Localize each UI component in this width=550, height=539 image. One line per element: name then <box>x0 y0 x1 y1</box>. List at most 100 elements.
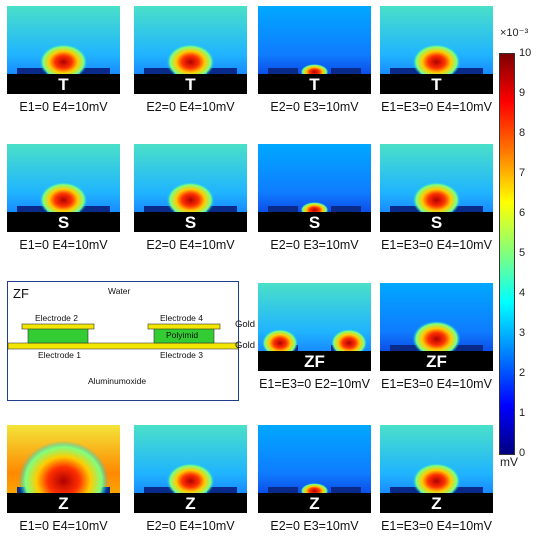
field-hotspot <box>39 44 88 80</box>
electrode-strip <box>207 206 237 212</box>
electrode2-label: Electrode 2 <box>35 313 78 323</box>
electrode-strip <box>144 206 174 212</box>
electrode1-label: Electrode 1 <box>38 350 81 360</box>
field-map-image: T <box>7 6 120 94</box>
panel-caption: E2=0 E3=10mV <box>270 100 359 114</box>
electrode-strip <box>144 487 174 493</box>
colorbar-tick-label: 0 <box>519 447 526 459</box>
field-map-panel: Z <box>7 425 120 513</box>
panel-label: S <box>431 213 442 232</box>
panel-caption: E1=0 E4=10mV <box>19 519 108 533</box>
colorbar-gradient <box>499 53 515 455</box>
substrate-bar <box>258 74 371 94</box>
substrate-bar <box>7 493 120 513</box>
polyimid-left <box>27 327 89 344</box>
panel-caption: E2=0 E4=10mV <box>146 238 235 252</box>
panel-caption: E1=E3=0 E4=10mV <box>381 238 492 252</box>
substrate-label: Aluminumoxide <box>88 376 147 386</box>
electrode2-gold <box>21 323 95 330</box>
panel-label: T <box>309 75 320 94</box>
field-map-image: S <box>258 144 371 232</box>
field-map-panel: S <box>7 144 120 232</box>
electrode3-label: Electrode 3 <box>160 350 203 360</box>
electrode-strip <box>453 345 483 351</box>
colorbar-exponent: ×10⁻³ <box>500 27 529 39</box>
panel-caption: E1=0 E4=10mV <box>19 238 108 252</box>
substrate-bar <box>380 212 493 232</box>
panel-label: ZF <box>426 352 447 371</box>
electrode-strip <box>390 487 420 493</box>
panel-label: Z <box>431 494 441 513</box>
electrode-strip <box>331 206 361 212</box>
panel-caption: E2=0 E3=10mV <box>270 519 359 533</box>
electrode-strip <box>331 487 361 493</box>
electrode-strip <box>453 68 483 74</box>
panel-label: S <box>309 213 320 232</box>
colorbar-tick-label: 4 <box>519 287 526 299</box>
field-hotspot <box>412 182 461 218</box>
field-map-panel: T <box>380 6 493 94</box>
field-map-panel: Z <box>258 425 371 513</box>
field-map-image: S <box>134 144 247 232</box>
electrode-strip <box>80 206 110 212</box>
field-hotspot <box>412 44 461 80</box>
electrode-strip <box>144 68 174 74</box>
field-hotspot <box>166 44 215 80</box>
field-map-image: T <box>258 6 371 94</box>
electrode-strip <box>207 487 237 493</box>
electrode-strip <box>390 206 420 212</box>
field-map-panel: S <box>258 144 371 232</box>
panel-caption: E2=0 E4=10mV <box>146 519 235 533</box>
electrode-strip <box>17 206 47 212</box>
substrate-layer <box>8 348 238 400</box>
panel-label: T <box>58 75 69 94</box>
colorbar-tick-label: 5 <box>519 247 526 259</box>
electrode-strip <box>331 68 361 74</box>
electrode-strip <box>17 68 47 74</box>
substrate-bar <box>134 493 247 513</box>
field-map-panel: Z <box>134 425 247 513</box>
field-map-image: T <box>134 6 247 94</box>
panel-caption: E1=E3=0 E4=10mV <box>381 100 492 114</box>
colorbar-tick-label: 2 <box>519 367 526 379</box>
electrode-strip <box>268 206 298 212</box>
substrate-bar <box>258 493 371 513</box>
panel-label: Z <box>309 494 319 513</box>
field-map-panel: S <box>380 144 493 232</box>
colorbar-tick-label: 9 <box>519 87 526 99</box>
field-map-panel: T <box>134 6 247 94</box>
panel-label: ZF <box>304 352 325 371</box>
electrode-strip <box>453 487 483 493</box>
substrate-bar <box>7 74 120 94</box>
electrode-strip <box>453 206 483 212</box>
substrate-bar <box>134 74 247 94</box>
substrate-bar <box>7 212 120 232</box>
field-map-image: ZF <box>380 283 493 371</box>
colorbar-tick-label: 3 <box>519 327 526 339</box>
field-map-image: S <box>7 144 120 232</box>
panel-caption: E1=0 E4=10mV <box>19 100 108 114</box>
electrode-strip <box>268 68 298 74</box>
schematic-title: ZF <box>13 286 29 301</box>
panel-label: T <box>431 75 442 94</box>
colorbar-unit: mV <box>500 455 518 469</box>
panel-caption: E2=0 E3=10mV <box>270 238 359 252</box>
field-map-panel: ZF <box>258 283 371 371</box>
field-map-image: T <box>380 6 493 94</box>
field-hotspot <box>39 182 88 218</box>
panel-caption: E2=0 E4=10mV <box>146 100 235 114</box>
substrate-bar <box>380 351 493 371</box>
field-hotspot <box>166 182 215 218</box>
electrode-strip <box>80 68 110 74</box>
field-map-image: Z <box>380 425 493 513</box>
field-map-image: Z <box>134 425 247 513</box>
panel-label: Z <box>58 494 68 513</box>
electrode-strip <box>390 345 420 351</box>
field-map-panel: ZF <box>380 283 493 371</box>
substrate-bar <box>258 351 371 371</box>
panel-label: S <box>58 213 69 232</box>
electrode-schematic: ZF Water Electrode 2 Electrode 4 Polyimi… <box>7 281 239 401</box>
water-label: Water <box>108 286 131 296</box>
field-map-panel: Z <box>380 425 493 513</box>
colorbar-tick-label: 8 <box>519 127 526 139</box>
